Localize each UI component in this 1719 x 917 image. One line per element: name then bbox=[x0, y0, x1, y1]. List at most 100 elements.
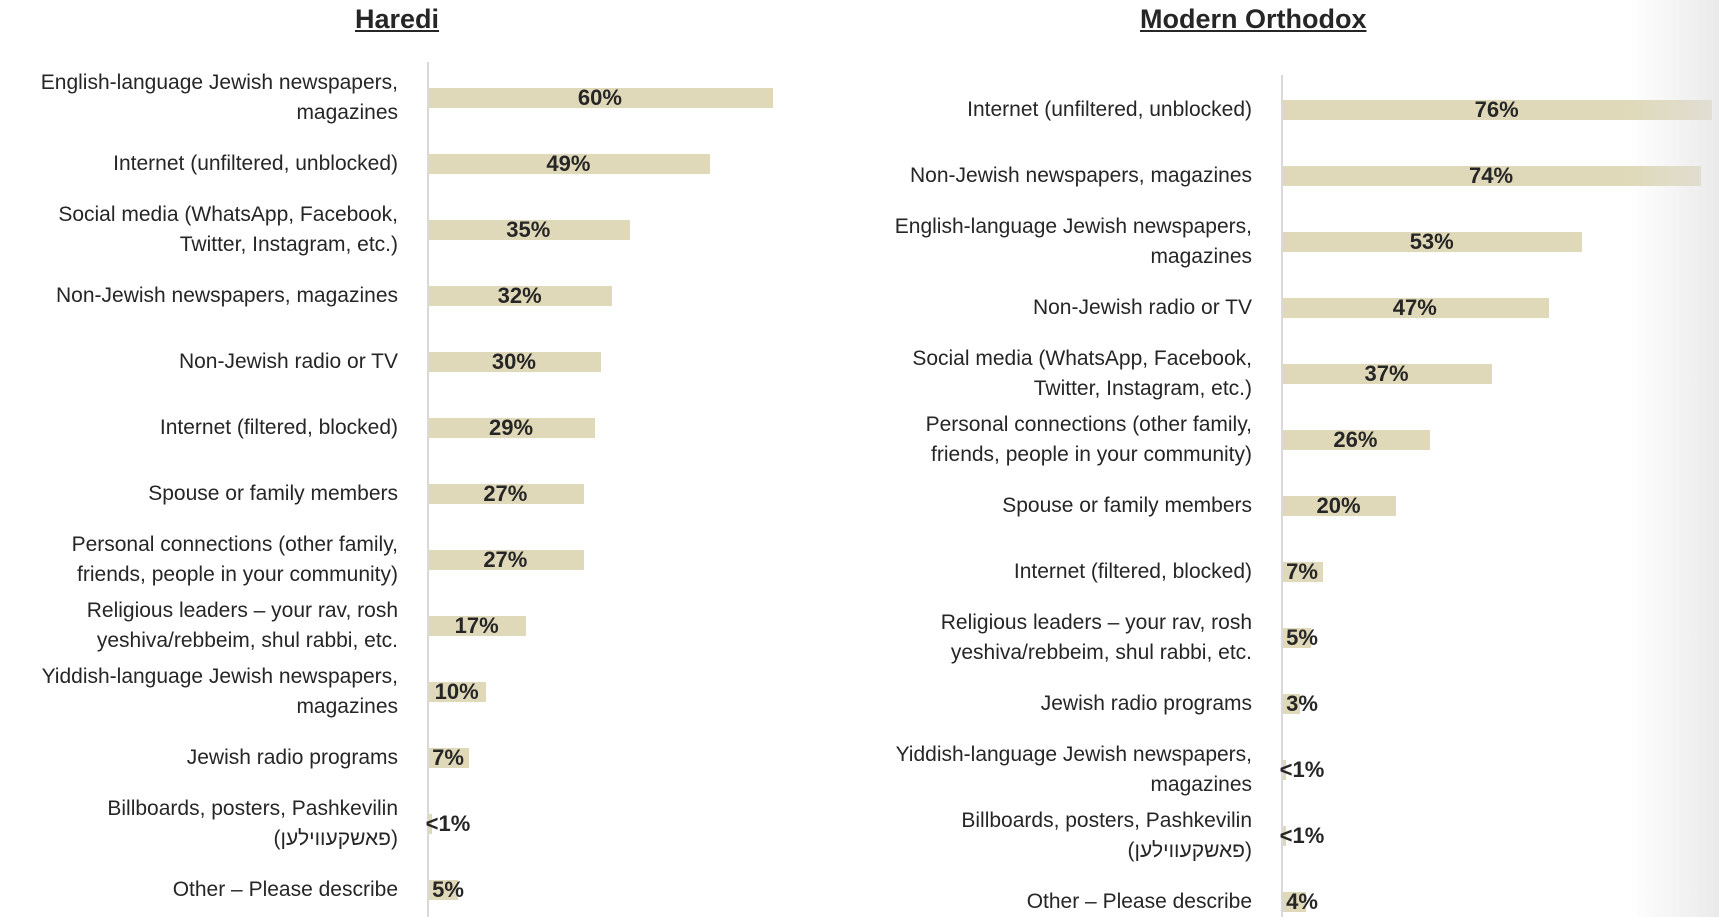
category-label: Non-Jewish newspapers, magazines bbox=[56, 281, 398, 311]
bar bbox=[429, 814, 432, 834]
category-label-text: Social media (WhatsApp, Facebook, Twitte… bbox=[912, 347, 1252, 400]
bar bbox=[1283, 694, 1300, 714]
category-label-text: Religious leaders – your rav, rosh yeshi… bbox=[86, 599, 398, 652]
bar bbox=[1283, 298, 1549, 318]
bar bbox=[429, 88, 773, 108]
chart-modern-orthodox: Modern Orthodox Internet (unfiltered, un… bbox=[860, 0, 1719, 917]
category-axis bbox=[1281, 75, 1283, 917]
category-label: Religious leaders – your rav, rosh yeshi… bbox=[87, 596, 398, 656]
data-label: <1% bbox=[425, 811, 471, 836]
category-label-text: Spouse or family members bbox=[1002, 494, 1252, 517]
data-label: <1% bbox=[1279, 823, 1325, 848]
bar bbox=[429, 682, 487, 702]
data-label: 32% bbox=[497, 283, 542, 308]
category-label: Billboards, posters, Pashkevilin (פאשקעו… bbox=[961, 806, 1252, 866]
category-label: Internet (unfiltered, unblocked) bbox=[113, 149, 398, 179]
data-label: 49% bbox=[546, 151, 591, 176]
category-label-text: Jewish radio programs bbox=[1040, 692, 1252, 715]
bar bbox=[1283, 562, 1323, 582]
data-label: 47% bbox=[1392, 295, 1437, 320]
category-label: Yiddish-language Jewish newspapers, maga… bbox=[896, 740, 1252, 800]
bar bbox=[429, 616, 527, 636]
data-label: 35% bbox=[506, 217, 551, 242]
category-label-text: Spouse or family members bbox=[148, 482, 398, 505]
category-label: Billboards, posters, Pashkevilin (פאשקעו… bbox=[107, 794, 398, 854]
category-label-text: Internet (filtered, blocked) bbox=[1013, 560, 1252, 583]
category-label: Other – Please describe bbox=[173, 875, 398, 905]
data-label: 17% bbox=[454, 613, 499, 638]
category-label: Other – Please describe bbox=[1027, 887, 1252, 917]
category-label: Jewish radio programs bbox=[1041, 689, 1252, 719]
data-label: 27% bbox=[483, 547, 528, 572]
data-label: 4% bbox=[1286, 889, 1318, 914]
data-label: 26% bbox=[1333, 427, 1378, 452]
category-axis bbox=[427, 62, 429, 917]
category-label: Internet (filtered, blocked) bbox=[1014, 557, 1252, 587]
category-label-text: Internet (unfiltered, unblocked) bbox=[967, 98, 1252, 121]
bar bbox=[1283, 232, 1583, 252]
category-label-text: Personal connections (other family, frie… bbox=[925, 413, 1252, 466]
data-label: 7% bbox=[432, 745, 464, 770]
data-label: 5% bbox=[432, 877, 464, 902]
category-label-text: English-language Jewish newspapers, maga… bbox=[894, 215, 1252, 268]
bar bbox=[1283, 364, 1493, 384]
category-label-text: Billboards, posters, Pashkevilin (פאשקעו… bbox=[961, 809, 1252, 862]
category-label-text: Other – Please describe bbox=[172, 878, 398, 901]
data-label: 5% bbox=[1286, 625, 1318, 650]
data-label: 30% bbox=[491, 349, 536, 374]
bar bbox=[429, 748, 470, 768]
category-label-text: English-language Jewish newspapers, maga… bbox=[40, 71, 398, 124]
category-label: Yiddish-language Jewish newspapers, maga… bbox=[42, 662, 398, 722]
data-label: 20% bbox=[1316, 493, 1361, 518]
data-label: 7% bbox=[1286, 559, 1318, 584]
bar bbox=[429, 352, 601, 372]
data-label: 53% bbox=[1409, 229, 1454, 254]
category-label: Internet (unfiltered, unblocked) bbox=[967, 95, 1252, 125]
category-label-text: Non-Jewish radio or TV bbox=[1032, 296, 1252, 319]
bar bbox=[1283, 760, 1286, 780]
category-label-text: Non-Jewish newspapers, magazines bbox=[910, 164, 1252, 187]
category-label: Social media (WhatsApp, Facebook, Twitte… bbox=[912, 344, 1252, 404]
category-label: English-language Jewish newspapers, maga… bbox=[895, 212, 1252, 272]
category-label-text: Non-Jewish radio or TV bbox=[178, 350, 398, 373]
chart-haredi: Haredi English-language Jewish newspaper… bbox=[40, 4, 773, 917]
data-label: 3% bbox=[1286, 691, 1318, 716]
bar bbox=[429, 286, 613, 306]
category-label-text: Non-Jewish newspapers, magazines bbox=[56, 284, 398, 307]
category-label: Non-Jewish radio or TV bbox=[1033, 293, 1252, 323]
category-label-text: Internet (filtered, blocked) bbox=[159, 416, 398, 439]
category-label-text: Social media (WhatsApp, Facebook, Twitte… bbox=[58, 203, 398, 256]
category-label: Personal connections (other family, frie… bbox=[926, 410, 1252, 470]
category-label-text: Personal connections (other family, frie… bbox=[71, 533, 398, 586]
bar bbox=[429, 550, 584, 570]
data-label: 10% bbox=[434, 679, 479, 704]
bar bbox=[429, 880, 458, 900]
bar bbox=[429, 220, 630, 240]
bar bbox=[429, 418, 596, 438]
chart-title: Haredi bbox=[355, 4, 440, 34]
category-label-text: Yiddish-language Jewish newspapers, maga… bbox=[41, 665, 398, 718]
category-label-text: Other – Please describe bbox=[1026, 890, 1252, 913]
data-label: <1% bbox=[1279, 757, 1325, 782]
data-label: 37% bbox=[1364, 361, 1409, 386]
category-label-text: Internet (unfiltered, unblocked) bbox=[113, 152, 398, 175]
category-label-text: Billboards, posters, Pashkevilin (פאשקעו… bbox=[107, 797, 398, 850]
category-label-text: Yiddish-language Jewish newspapers, maga… bbox=[895, 743, 1252, 796]
bar bbox=[1283, 892, 1306, 912]
bar bbox=[1283, 496, 1396, 516]
category-label-text: Jewish radio programs bbox=[186, 746, 398, 769]
data-label: 29% bbox=[489, 415, 534, 440]
bar bbox=[1283, 826, 1286, 846]
data-label: 76% bbox=[1474, 97, 1519, 122]
category-label: Jewish radio programs bbox=[187, 743, 398, 773]
bar bbox=[429, 484, 584, 504]
category-label: Social media (WhatsApp, Facebook, Twitte… bbox=[58, 200, 398, 260]
bar bbox=[1283, 430, 1430, 450]
category-label: Internet (filtered, blocked) bbox=[160, 413, 398, 443]
category-label: Non-Jewish radio or TV bbox=[179, 347, 398, 377]
chart-title: Modern Orthodox bbox=[1140, 4, 1367, 34]
category-label: Personal connections (other family, frie… bbox=[72, 530, 398, 590]
data-label: 60% bbox=[577, 85, 622, 110]
bar bbox=[429, 154, 710, 174]
category-label: Non-Jewish newspapers, magazines bbox=[910, 161, 1252, 191]
